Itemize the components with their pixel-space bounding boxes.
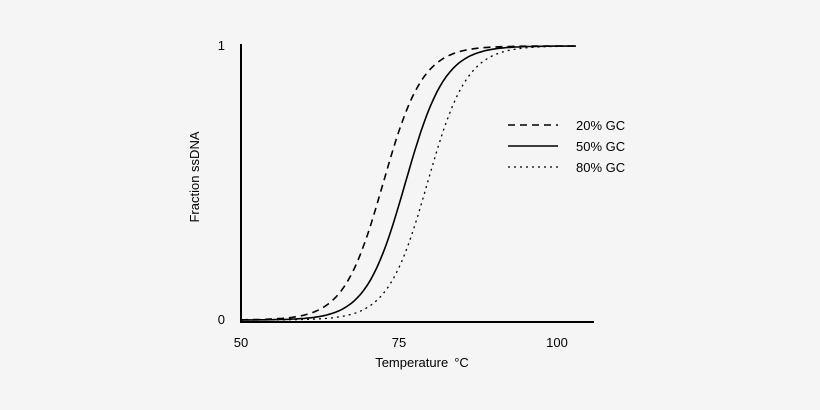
x-tick-label: 75 (392, 335, 406, 350)
legend: 20% GC 50% GC 80% GC (508, 118, 625, 175)
legend-label: 20% GC (576, 118, 625, 133)
plot-area: 50 75 100 01 (218, 38, 594, 350)
x-tick-label: 100 (546, 335, 568, 350)
x-axis-label-text: Temperature (375, 355, 448, 370)
y-tick-labels: 01 (218, 38, 225, 327)
y-tick-label: 0 (218, 312, 225, 327)
series-curves (241, 45, 577, 321)
x-tick-labels: 50 75 100 (234, 335, 568, 350)
series-line-80-gc (241, 45, 577, 321)
series-line-50-gc (241, 45, 577, 321)
y-tick-label: 1 (218, 38, 225, 53)
legend-label: 50% GC (576, 139, 625, 154)
x-tick-label: 50 (234, 335, 248, 350)
x-axis-unit: °C (454, 355, 469, 370)
y-axis-label: Fraction ssDNA (187, 131, 202, 222)
x-axis-label: Temperature °C (375, 355, 469, 370)
series-line-20-gc (241, 45, 576, 321)
legend-label: 80% GC (576, 160, 625, 175)
